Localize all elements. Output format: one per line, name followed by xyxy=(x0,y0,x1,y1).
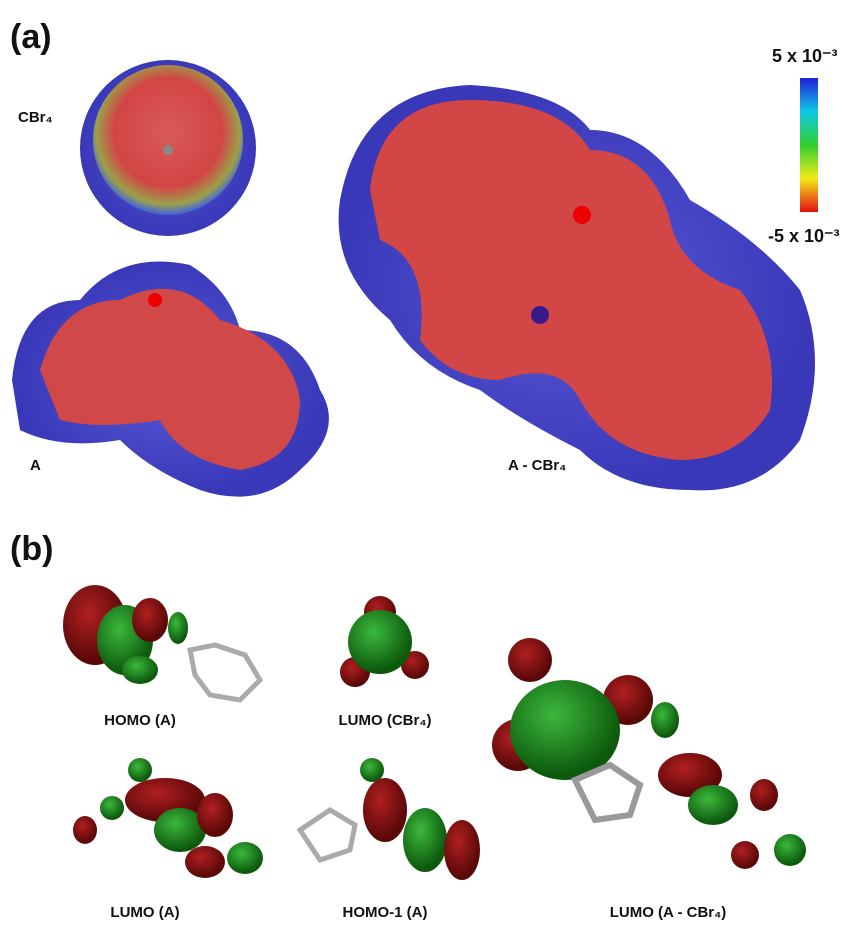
orbital-lumo-cbr4 xyxy=(340,596,429,687)
orbital-label: HOMO (A) xyxy=(104,712,176,729)
panel-label: (a) xyxy=(10,18,52,56)
mep-a-cbr4 xyxy=(339,85,815,490)
molecule-label: A xyxy=(30,457,41,474)
mep-cbr4 xyxy=(80,60,256,236)
orbital-lumo-a xyxy=(73,758,263,878)
panel-label: (b) xyxy=(10,530,53,568)
orbital-label: LUMO (A) xyxy=(110,904,179,921)
molecule-label: CBr₄ xyxy=(18,109,53,126)
orbital-homo-a xyxy=(63,585,260,700)
colorbar-min: -5 x 10⁻³ xyxy=(768,226,840,246)
figure: (a) 5 x 10⁻³ -5 x 10⁻³ CBr₄ A A - CBr₄ (… xyxy=(0,0,854,927)
orbital-label: HOMO-1 (A) xyxy=(343,904,428,921)
orbital-homo-1-a xyxy=(300,758,480,880)
mep-a xyxy=(12,262,329,497)
colorbar xyxy=(800,78,818,212)
orbital-lumo-a-cbr4 xyxy=(492,638,806,869)
orbital-label: LUMO (CBr₄) xyxy=(339,712,432,729)
orbital-label: LUMO (A - CBr₄) xyxy=(610,904,727,921)
molecule-label: A - CBr₄ xyxy=(508,457,566,474)
colorbar-max: 5 x 10⁻³ xyxy=(772,46,838,66)
